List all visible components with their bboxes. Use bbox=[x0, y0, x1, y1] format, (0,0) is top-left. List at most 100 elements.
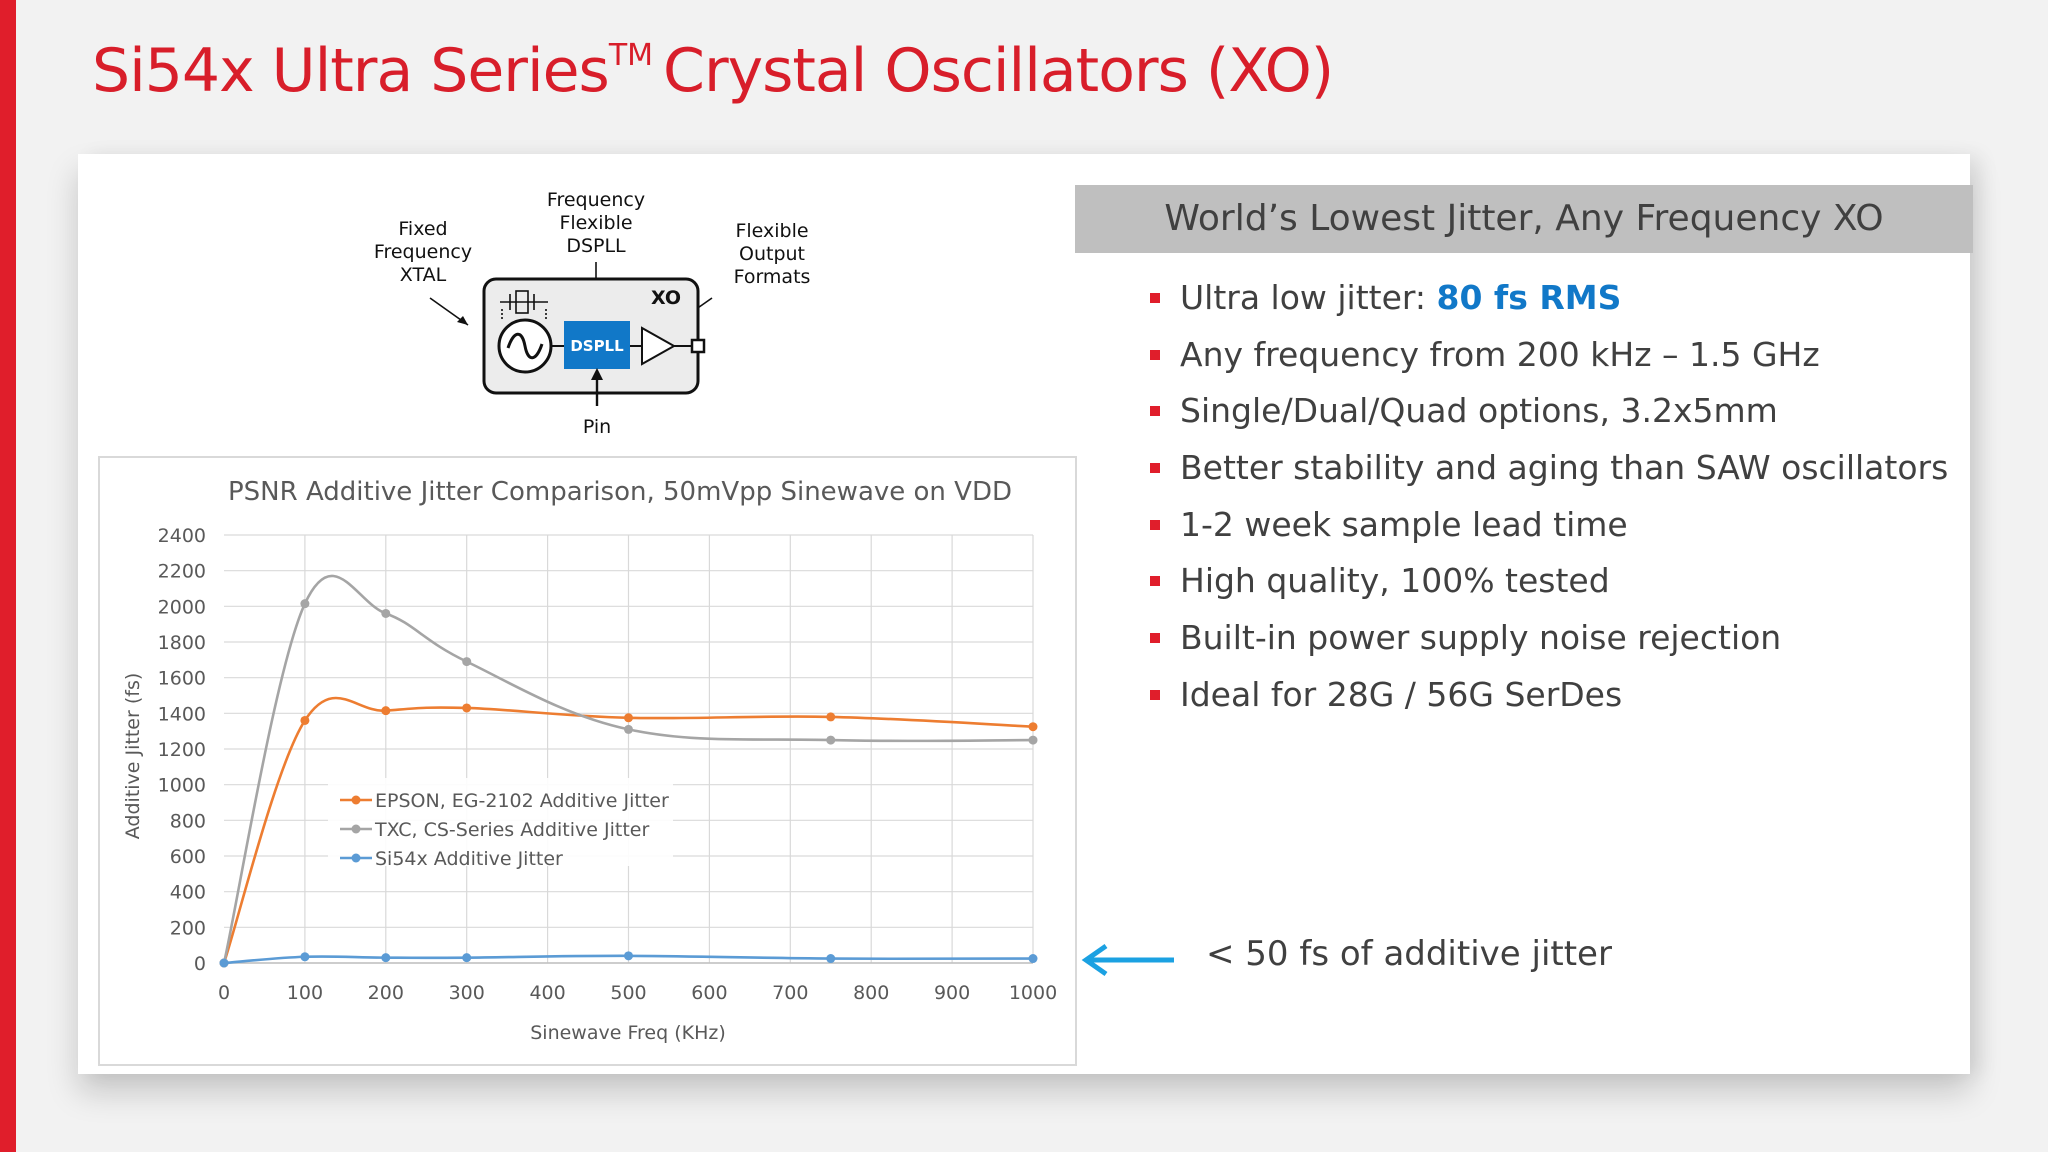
data-point bbox=[300, 715, 310, 725]
x-tick-label: 700 bbox=[772, 982, 808, 1004]
output-pin-icon bbox=[690, 338, 706, 354]
sine-wave-icon bbox=[506, 332, 544, 360]
feature-text: Better stability and aging than SAW osci… bbox=[1180, 448, 1949, 488]
feature-text: 1-2 week sample lead time bbox=[1180, 504, 1628, 544]
y-tick-label: 600 bbox=[170, 846, 206, 868]
series-line bbox=[222, 696, 1034, 964]
title-rest: Crystal Oscillators (XO) bbox=[663, 36, 1334, 106]
x-tick-label: 800 bbox=[853, 982, 889, 1004]
feature-item: Any frequency from 200 kHz – 1.5 GHz bbox=[1150, 327, 1948, 384]
x-tick-label: 1000 bbox=[1009, 982, 1057, 1004]
dspll-block bbox=[564, 321, 630, 369]
chart-title: PSNR Additive Jitter Comparison, 50mVpp … bbox=[228, 477, 1012, 507]
y-tick-label: 1200 bbox=[158, 739, 206, 761]
legend-label: EPSON, EG-2102 Additive Jitter bbox=[375, 790, 669, 812]
data-point bbox=[826, 954, 836, 964]
bullet-square-icon bbox=[1150, 349, 1160, 360]
bullet-square-icon bbox=[1150, 519, 1160, 530]
legend-marker bbox=[351, 824, 361, 834]
jitter-chart: PSNR Additive Jitter Comparison, 50mVpp … bbox=[122, 477, 1057, 1044]
accent-bar bbox=[0, 0, 16, 1152]
data-point bbox=[624, 951, 633, 961]
feature-item: 1-2 week sample lead time bbox=[1150, 497, 1948, 554]
data-point bbox=[381, 706, 391, 716]
legend-label: TXC, CS-Series Additive Jitter bbox=[374, 819, 649, 841]
y-tick-label: 0 bbox=[194, 953, 206, 975]
feature-item: Ideal for 28G / 56G SerDes bbox=[1150, 667, 1948, 724]
x-tick-label: 100 bbox=[287, 982, 323, 1004]
feature-highlight: 80 fs RMS bbox=[1436, 278, 1622, 317]
xo-label: XO bbox=[651, 287, 681, 309]
data-point bbox=[1028, 954, 1038, 964]
label-pin: Pin bbox=[582, 416, 612, 438]
xtal-arrowhead bbox=[457, 316, 468, 325]
bullet-square-icon bbox=[1150, 463, 1160, 474]
y-tick-label: 1000 bbox=[158, 775, 206, 797]
y-tick-label: 200 bbox=[170, 917, 206, 939]
feature-item: Better stability and aging than SAW osci… bbox=[1150, 440, 1948, 497]
bullet-square-icon bbox=[1150, 406, 1160, 417]
info-header: World’s Lowest Jitter, Any Frequency XO bbox=[1075, 185, 1973, 253]
bullet-square-icon bbox=[1150, 293, 1160, 303]
bullet-square-icon bbox=[1150, 576, 1160, 587]
bullet-square-icon bbox=[1150, 633, 1160, 644]
x-tick-label: 600 bbox=[691, 982, 727, 1004]
crystal-icon bbox=[500, 290, 548, 319]
jitter-chart-frame: PSNR Additive Jitter Comparison, 50mVpp … bbox=[98, 456, 1077, 1066]
data-point bbox=[462, 703, 472, 713]
feature-text: Single/Dual/Quad options, 3.2x5mm bbox=[1180, 391, 1778, 431]
x-tick-label: 200 bbox=[368, 982, 404, 1004]
data-point bbox=[381, 608, 391, 618]
output-buffer-icon bbox=[641, 326, 677, 366]
y-tick-label: 1600 bbox=[158, 668, 206, 690]
y-axis-title: Additive Jitter (fs) bbox=[122, 673, 144, 840]
data-point bbox=[462, 657, 472, 667]
legend-label: Si54x Additive Jitter bbox=[375, 848, 563, 870]
legend-marker bbox=[351, 795, 361, 805]
feature-text: Built-in power supply noise rejection bbox=[1180, 618, 1782, 658]
x-tick-label: 900 bbox=[934, 982, 970, 1004]
label-flexible-output-formats: Flexible Output Formats bbox=[733, 220, 811, 288]
data-point bbox=[300, 952, 310, 962]
data-point bbox=[1028, 735, 1038, 745]
feature-text: Any frequency from 200 kHz – 1.5 GHz bbox=[1180, 334, 1820, 374]
trademark-mark: TM bbox=[608, 38, 654, 73]
additive-jitter-note: < 50 fs of additive jitter bbox=[1206, 934, 1612, 974]
feature-item: Ultra low jitter: 80 fs RMS bbox=[1150, 270, 1948, 327]
x-tick-label: 300 bbox=[449, 982, 485, 1004]
dspll-label: DSPLL bbox=[570, 337, 624, 355]
x-tick-label: 500 bbox=[610, 982, 646, 1004]
x-tick-label: 0 bbox=[218, 982, 230, 1004]
x-axis-title: Sinewave Freq (KHz) bbox=[530, 1022, 726, 1044]
xo-block-diagram: DSPLL XO bbox=[429, 262, 713, 406]
y-tick-label: 800 bbox=[170, 810, 206, 832]
data-point bbox=[300, 599, 310, 609]
slide-title: Si54x Ultra SeriesTM Crystal Oscillators … bbox=[92, 36, 1334, 106]
x-tick-label: 400 bbox=[529, 982, 565, 1004]
y-tick-label: 1800 bbox=[158, 632, 206, 654]
left-arrow-icon bbox=[1081, 943, 1174, 977]
title-main: Si54x Ultra Series bbox=[92, 36, 610, 106]
y-tick-label: 400 bbox=[170, 882, 206, 904]
legend-background bbox=[328, 778, 673, 866]
feature-item: Built-in power supply noise rejection bbox=[1150, 610, 1948, 667]
label-frequency-flexible-dspll: Frequency Flexible DSPLL bbox=[546, 189, 646, 257]
data-point bbox=[1028, 722, 1038, 732]
data-point bbox=[826, 735, 836, 745]
feature-text: High quality, 100% tested bbox=[1180, 561, 1610, 601]
y-tick-label: 2400 bbox=[158, 525, 206, 547]
feature-list: Ultra low jitter: 80 fs RMS Any frequency… bbox=[1150, 270, 1948, 724]
feature-item: Single/Dual/Quad options, 3.2x5mm bbox=[1150, 383, 1948, 440]
bullet-square-icon bbox=[1150, 689, 1160, 700]
y-tick-label: 2000 bbox=[158, 596, 206, 618]
legend-marker bbox=[351, 853, 361, 863]
y-tick-label: 1400 bbox=[158, 703, 206, 725]
data-point bbox=[219, 958, 229, 968]
series-line bbox=[223, 954, 1034, 965]
feature-text: Ideal for 28G / 56G SerDes bbox=[1180, 674, 1623, 714]
chart-legend: EPSON, EG-2102 Additive Jitter TXC, CS-Se… bbox=[328, 778, 673, 870]
pin-arrowhead bbox=[591, 368, 603, 380]
data-point bbox=[624, 713, 633, 723]
feature-text: Ultra low jitter: bbox=[1180, 278, 1437, 317]
data-point bbox=[381, 953, 391, 963]
